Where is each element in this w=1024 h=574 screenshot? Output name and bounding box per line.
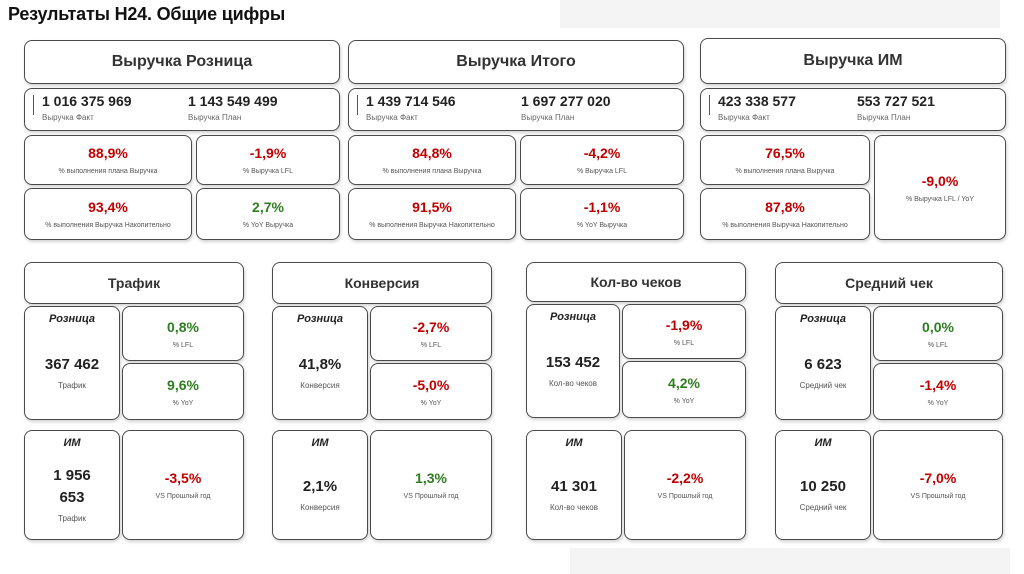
avg-check-lfl: 0,0%% LFL — [873, 306, 1003, 361]
conversion-header: Конверсия — [272, 262, 492, 304]
traffic-vs-last-year: -3,5% VS Прошлый год — [122, 430, 244, 540]
avg-check-online: ИМ 10 250 Средний чек — [775, 430, 871, 540]
checks-lfl: -1,9%% LFL — [622, 304, 746, 359]
retail-revenue-header: Выручка Розница — [24, 40, 340, 84]
traffic-online: ИМ 1 956 653 Трафик — [24, 430, 120, 540]
traffic-yoy: 9,6%% YoY — [122, 363, 244, 420]
background-band-bottom — [570, 548, 1010, 574]
online-revenue-facts: 423 338 577 Выручка Факт 553 727 521 Выруч… — [700, 88, 1006, 131]
avg-check-header: Средний чек — [775, 262, 1003, 304]
traffic-header: Трафик — [24, 262, 244, 304]
conversion-online: ИМ 2,1% Конверсия — [272, 430, 368, 540]
online-plan-completion: 76,5%% выполнения плана Выручка — [700, 135, 870, 185]
checks-vs-last-year: -2,2% VS Прошлый год — [624, 430, 746, 540]
retail-yoy: 2,7%% YoY Выручка — [196, 188, 340, 240]
background-band-top — [560, 0, 1000, 28]
conversion-lfl: -2,7%% LFL — [370, 306, 492, 361]
conversion-vs-last-year: 1,3% VS Прошлый год — [370, 430, 492, 540]
traffic-lfl: 0,8%% LFL — [122, 306, 244, 361]
online-plan: 553 727 521 Выручка План — [857, 93, 935, 122]
divider — [357, 95, 358, 115]
avg-check-yoy: -1,4%% YoY — [873, 363, 1003, 420]
total-plan-completion: 84,8%% выполнения плана Выручка — [348, 135, 516, 185]
retail-cumulative: 93,4%% выполнения Выручка Накопительно — [24, 188, 192, 240]
checks-retail: Розница 153 452 Кол-во чеков — [526, 304, 620, 418]
total-revenue-facts: 1 439 714 546 Выручка Факт 1 697 277 020 В… — [348, 88, 684, 131]
retail-plan-completion: 88,9%% выполнения плана Выручка — [24, 135, 192, 185]
checks-online: ИМ 41 301 Кол-во чеков — [526, 430, 622, 540]
page-title: Результаты H24. Общие цифры — [8, 4, 286, 24]
checks-yoy: 4,2%% YoY — [622, 361, 746, 418]
retail-plan: 1 143 549 499 Выручка План — [188, 93, 278, 122]
total-yoy: -1,1%% YoY Выручка — [520, 188, 684, 240]
retail-revenue-facts: 1 016 375 969 Выручка Факт 1 143 549 499 В… — [24, 88, 340, 131]
total-cumulative: 91,5%% выполнения Выручка Накопительно — [348, 188, 516, 240]
avg-check-retail: Розница 6 623 Средний чек — [775, 306, 871, 420]
total-fact: 1 439 714 546 Выручка Факт — [366, 93, 456, 122]
online-revenue-header: Выручка ИМ — [700, 38, 1006, 84]
retail-lfl: -1,9%% Выручка LFL — [196, 135, 340, 185]
online-lfl-yoy: -9,0%% Выручка LFL / YoY — [874, 135, 1006, 240]
conversion-yoy: -5,0%% YoY — [370, 363, 492, 420]
total-revenue-header: Выручка Итого — [348, 40, 684, 84]
avg-check-vs-last-year: -7,0% VS Прошлый год — [873, 430, 1003, 540]
checks-header: Кол-во чеков — [526, 262, 746, 302]
online-cumulative: 87,8%% выполнения Выручка Накопительно — [700, 188, 870, 240]
total-plan: 1 697 277 020 Выручка План — [521, 93, 611, 122]
total-lfl: -4,2%% Выручка LFL — [520, 135, 684, 185]
online-fact: 423 338 577 Выручка Факт — [718, 93, 796, 122]
divider — [709, 95, 710, 115]
conversion-retail: Розница 41,8% Конверсия — [272, 306, 368, 420]
divider — [33, 95, 34, 115]
retail-fact: 1 016 375 969 Выручка Факт — [42, 93, 132, 122]
traffic-retail: Розница 367 462 Трафик — [24, 306, 120, 420]
